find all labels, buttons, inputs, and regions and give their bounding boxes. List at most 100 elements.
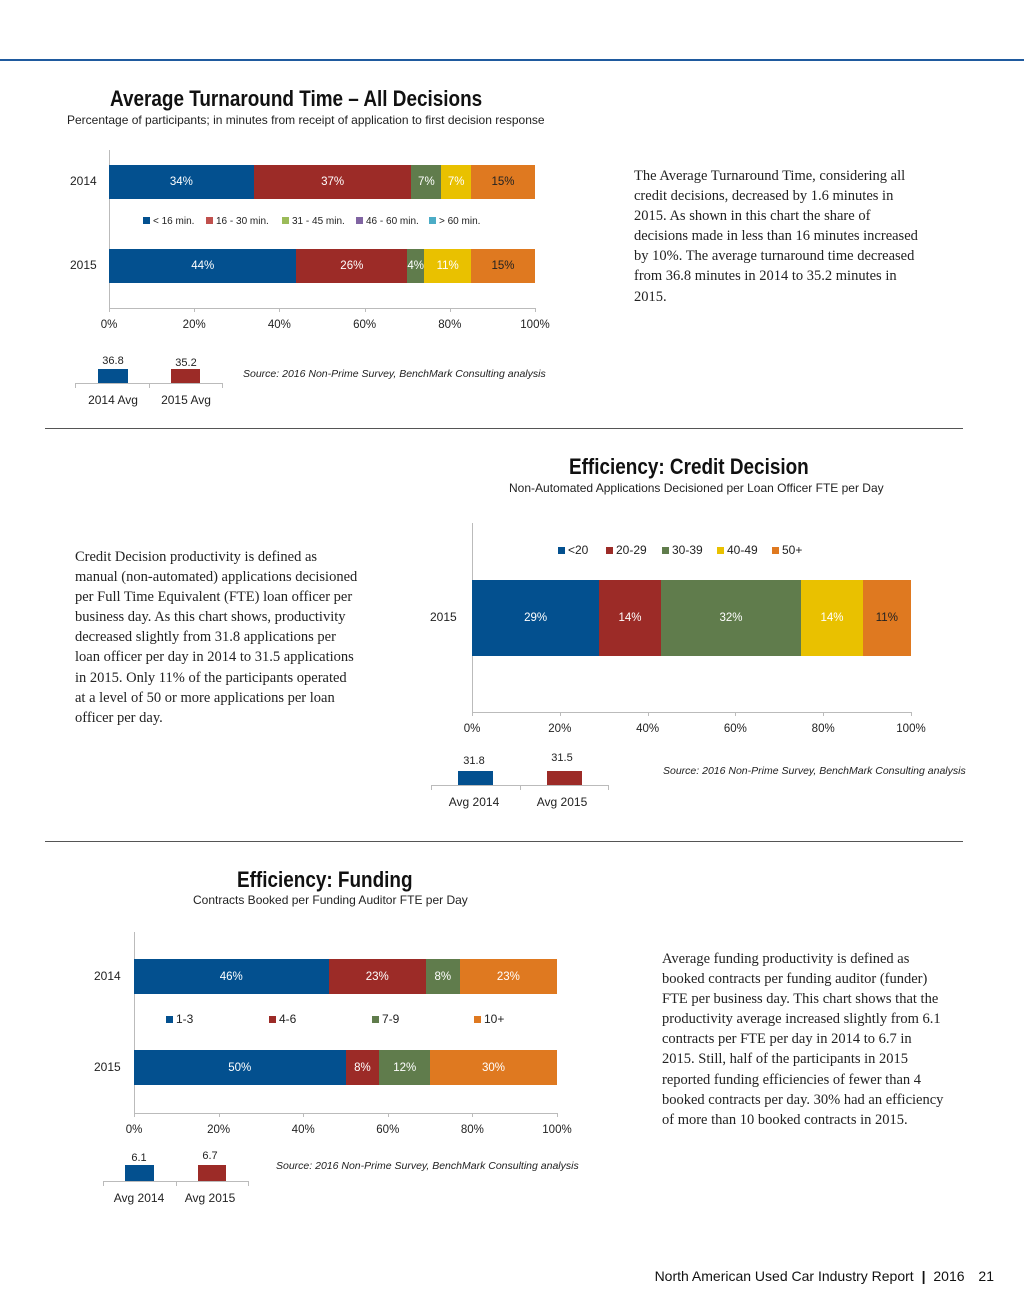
x-tick-mark	[559, 712, 561, 716]
category-label: 2015	[430, 610, 457, 624]
chart-subtitle-funding: Contracts Booked per Funding Auditor FTE…	[193, 893, 468, 907]
legend-item: 16 - 30 min.	[206, 216, 269, 227]
x-tick-label: 20%	[207, 1124, 231, 1136]
avg-category-label: Avg 2015	[536, 795, 588, 809]
x-tick-label: 100%	[896, 723, 926, 735]
chart-title-credit: Efficiency: Credit Decision	[569, 454, 809, 479]
avg-bar	[458, 771, 493, 785]
avg-value-label: 35.2	[175, 357, 197, 369]
x-tick-mark	[364, 308, 366, 312]
legend-item: 30-39	[662, 543, 703, 557]
category-label: 2015	[70, 258, 97, 272]
legend-swatch	[429, 217, 436, 224]
x-tick-mark	[303, 1113, 305, 1117]
x-axis-line	[134, 1113, 557, 1114]
legend-label: 7-9	[382, 1012, 400, 1026]
source-note: Source: 2016 Non-Prime Survey, BenchMark…	[276, 1160, 579, 1172]
x-tick-label: 40%	[636, 723, 660, 735]
x-tick-label: 100%	[542, 1124, 572, 1136]
avg-value-label: 6.1	[131, 1152, 147, 1164]
x-tick-mark	[535, 308, 536, 312]
chart-subtitle-credit: Non-Automated Applications Decisioned pe…	[509, 481, 884, 495]
legend-label: 50+	[782, 543, 803, 557]
legend-label: 1-3	[176, 1012, 194, 1026]
avg-bar	[125, 1165, 154, 1181]
bar-segment: 46%	[134, 959, 329, 994]
legend-item: 31 - 45 min.	[282, 216, 345, 227]
x-tick-mark	[472, 712, 473, 716]
x-tick-mark	[911, 712, 912, 716]
avg-axis-tick	[222, 383, 223, 388]
avg-value-label: 36.8	[102, 355, 124, 367]
legend-swatch	[372, 1016, 379, 1023]
avg-axis-tick	[431, 785, 432, 790]
legend-swatch	[143, 217, 150, 224]
avg-value-label: 31.8	[463, 755, 485, 767]
legend-item: 20-29	[606, 543, 647, 557]
bar-segment: 12%	[379, 1050, 431, 1085]
source-note: Source: 2016 Non-Prime Survey, BenchMark…	[663, 765, 966, 777]
x-tick-mark	[647, 712, 649, 716]
avg-axis-tick	[608, 785, 609, 790]
bar-segment: 34%	[109, 165, 254, 199]
bar-segment: 11%	[424, 249, 472, 283]
avg-category-label: Avg 2014	[448, 795, 500, 809]
section-divider	[45, 428, 963, 429]
legend-swatch	[206, 217, 213, 224]
paragraph-turnaround: The Average Turnaround Time, considering…	[634, 168, 918, 305]
legend-item: < 16 min.	[143, 216, 194, 227]
x-tick-mark	[557, 1113, 558, 1117]
bar-segment: 37%	[253, 165, 412, 199]
legend-swatch	[606, 547, 613, 554]
legend-item: 40-49	[717, 543, 758, 557]
bar-segment: 7%	[411, 165, 442, 199]
legend-label: 4-6	[279, 1012, 297, 1026]
x-tick-label: 80%	[460, 1124, 484, 1136]
legend-item: <20	[558, 543, 588, 557]
footer-report-name: North American Used Car Industry Report	[654, 1268, 914, 1284]
category-label: 2014	[70, 174, 97, 188]
x-tick-label: 0%	[463, 723, 481, 735]
avg-bar	[98, 369, 128, 383]
avg-value-label: 31.5	[551, 752, 573, 764]
paragraph-credit: Credit Decision productivity is defined …	[75, 549, 358, 726]
bar-segment: 8%	[425, 959, 460, 994]
legend-item: 1-3	[166, 1012, 193, 1026]
legend-swatch	[662, 547, 669, 554]
x-tick-mark	[735, 712, 737, 716]
avg-axis-line	[431, 785, 608, 786]
avg-axis-tick	[519, 785, 521, 790]
bar-segment: 11%	[862, 580, 911, 656]
legend-label: > 60 min.	[439, 216, 481, 227]
x-tick-label: 0%	[125, 1124, 143, 1136]
bar-segment: 15%	[471, 249, 535, 283]
x-tick-mark	[387, 1113, 389, 1117]
legend-label: 20-29	[616, 543, 647, 557]
legend-label: 46 - 60 min.	[366, 216, 419, 227]
legend-swatch	[166, 1016, 173, 1023]
legend-label: < 16 min.	[153, 216, 195, 227]
legend-item: > 60 min.	[429, 216, 480, 227]
legend-item: 46 - 60 min.	[356, 216, 419, 227]
avg-axis-line	[103, 1181, 248, 1182]
x-tick-label: 60%	[353, 319, 377, 331]
avg-bar	[171, 369, 200, 383]
bar-segment: 14%	[801, 580, 863, 656]
bar-segment: 15%	[471, 165, 535, 199]
legend-label: 31 - 45 min.	[292, 216, 345, 227]
bar-segment: 7%	[441, 165, 472, 199]
x-tick-mark	[218, 1113, 220, 1117]
y-axis-line	[109, 150, 110, 308]
legend-swatch	[772, 547, 779, 554]
x-tick-mark	[134, 1113, 135, 1117]
legend-item: 7-9	[372, 1012, 399, 1026]
source-note: Source: 2016 Non-Prime Survey, BenchMark…	[243, 368, 546, 380]
avg-category-label: 2015 Avg	[161, 393, 211, 407]
chart-title-funding: Efficiency: Funding	[237, 867, 413, 892]
bar-segment: 8%	[345, 1050, 380, 1085]
chart-title-turnaround: Average Turnaround Time – All Decisions	[110, 86, 483, 111]
legend-label: 10+	[484, 1012, 505, 1026]
bar-segment: 14%	[599, 580, 661, 656]
category-label: 2015	[94, 1059, 121, 1074]
legend-swatch	[558, 547, 565, 554]
